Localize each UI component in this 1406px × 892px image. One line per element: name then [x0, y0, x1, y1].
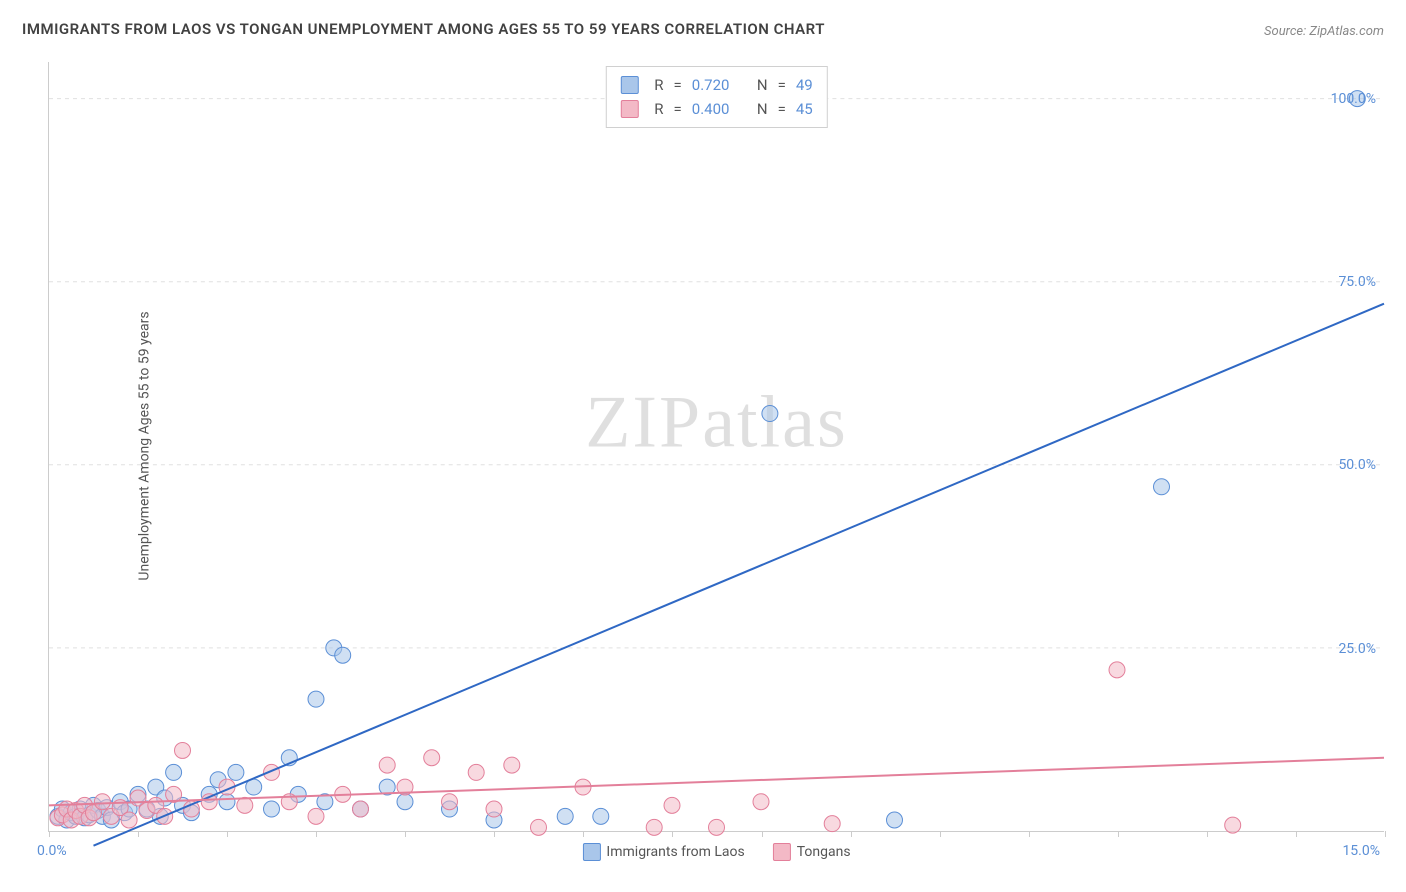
data-point	[887, 812, 903, 828]
data-point	[664, 797, 680, 813]
data-point	[1225, 817, 1241, 833]
x-tick	[940, 831, 941, 837]
data-point	[753, 794, 769, 810]
data-point	[593, 808, 609, 824]
data-point	[379, 757, 395, 773]
x-tick	[316, 831, 317, 837]
x-tick	[49, 831, 50, 837]
stat-eq: =	[674, 97, 682, 121]
data-point	[308, 691, 324, 707]
y-tick-label: 25.0%	[1338, 641, 1376, 657]
legend-item-laos: Immigrants from Laos	[582, 843, 744, 861]
x-tick	[494, 831, 495, 837]
legend-swatch-laos	[582, 843, 600, 861]
data-point	[709, 819, 725, 835]
data-point	[442, 794, 458, 810]
data-point	[397, 794, 413, 810]
chart-svg	[49, 62, 1384, 831]
data-point	[824, 816, 840, 832]
stat-row-laos: R = 0.720 N = 49	[620, 73, 812, 97]
x-tick	[138, 831, 139, 837]
stat-eq: =	[778, 73, 786, 97]
data-point	[166, 764, 182, 780]
stat-n-label: N	[757, 73, 768, 97]
stat-r-label: R	[654, 73, 663, 97]
stat-r-value-laos: 0.720	[692, 73, 730, 97]
data-point	[424, 750, 440, 766]
data-point	[121, 812, 137, 828]
y-tick-label: 100.0%	[1331, 91, 1376, 107]
data-point	[175, 742, 191, 758]
x-axis-origin-label: 0.0%	[37, 843, 67, 859]
chart-title: IMMIGRANTS FROM LAOS VS TONGAN UNEMPLOYM…	[22, 20, 825, 38]
data-point	[1109, 662, 1125, 678]
legend-label-tongans: Tongans	[797, 844, 851, 860]
stat-eq: =	[674, 73, 682, 97]
data-point	[762, 406, 778, 422]
x-tick	[672, 831, 673, 837]
x-tick	[851, 831, 852, 837]
y-tick-label: 50.0%	[1338, 457, 1376, 473]
x-tick	[583, 831, 584, 837]
x-tick	[1296, 831, 1297, 837]
stat-n-label: N	[757, 97, 768, 121]
x-tick	[1029, 831, 1030, 837]
data-point	[557, 808, 573, 824]
data-point	[183, 801, 199, 817]
data-point	[504, 757, 520, 773]
x-tick	[227, 831, 228, 837]
stat-r-value-tongans: 0.400	[692, 97, 730, 121]
stat-row-tongans: R = 0.400 N = 45	[620, 97, 812, 121]
bottom-legend: Immigrants from Laos Tongans	[582, 843, 850, 861]
data-point	[646, 819, 662, 835]
stat-eq: =	[778, 97, 786, 121]
data-point	[264, 801, 280, 817]
stat-r-label: R	[654, 97, 663, 121]
x-tick	[762, 831, 763, 837]
data-point	[219, 794, 235, 810]
x-tick	[405, 831, 406, 837]
data-point	[486, 801, 502, 817]
data-point	[308, 808, 324, 824]
stat-n-value-tongans: 45	[796, 97, 813, 121]
data-point	[228, 764, 244, 780]
data-point	[237, 797, 253, 813]
stat-swatch-tongans	[620, 100, 638, 118]
x-tick	[1207, 831, 1208, 837]
data-point	[335, 647, 351, 663]
stat-swatch-laos	[620, 76, 638, 94]
y-tick-label: 75.0%	[1338, 274, 1376, 290]
data-point	[1154, 479, 1170, 495]
data-point	[94, 794, 110, 810]
correlation-stat-box: R = 0.720 N = 49 R = 0.400 N = 45	[605, 66, 827, 128]
data-point	[531, 819, 547, 835]
plot-area: ZIPatlas 25.0%50.0%75.0%100.0% 0.0% 15.0…	[48, 62, 1384, 832]
legend-swatch-tongans	[773, 843, 791, 861]
source-attribution: Source: ZipAtlas.com	[1264, 24, 1384, 39]
stat-n-value-laos: 49	[796, 73, 813, 97]
x-tick	[1118, 831, 1119, 837]
legend-item-tongans: Tongans	[773, 843, 851, 861]
x-axis-max-label: 15.0%	[1342, 843, 1380, 859]
data-point	[468, 764, 484, 780]
legend-label-laos: Immigrants from Laos	[606, 844, 744, 860]
x-tick	[1385, 831, 1386, 837]
data-point	[353, 801, 369, 817]
